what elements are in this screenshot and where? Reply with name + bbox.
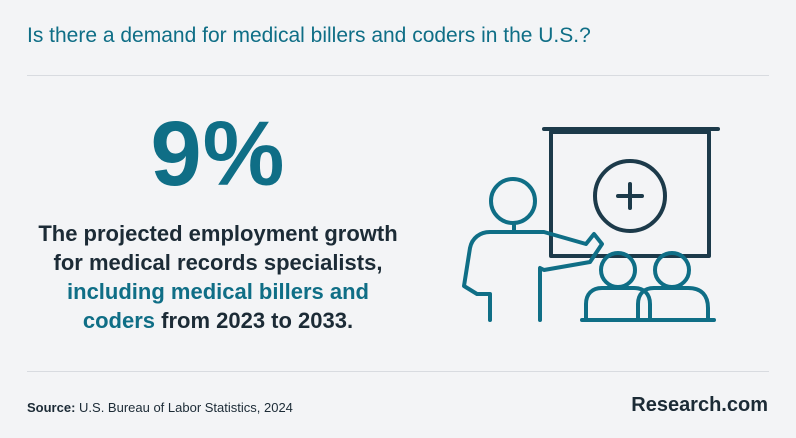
stat-value: 9% [150, 103, 286, 205]
stat-line-4: coders from 2023 to 2033. [0, 306, 436, 335]
stat-description: The projected employment growth for medi… [0, 219, 436, 335]
audience-body-left [584, 286, 652, 322]
stat-line-2: for medical records specialists, [53, 250, 383, 275]
stat-line-4-rest: from 2023 to 2033. [155, 308, 354, 333]
plus-circle [593, 159, 667, 233]
presenter-body [462, 230, 604, 322]
source-text: U.S. Bureau of Labor Statistics, 2024 [75, 400, 293, 415]
brand-logo[interactable]: Research.com [631, 394, 768, 416]
audience-head-right [653, 251, 691, 289]
bottom-divider [27, 371, 769, 372]
stat-line-1: The projected employment growth [38, 221, 398, 246]
source-label: Source: [27, 400, 76, 415]
stat-line-4-highlight: coders [82, 308, 156, 333]
presentation-medical-icon [462, 127, 720, 322]
audience-body-right [636, 286, 710, 322]
audience-head-left [599, 251, 637, 289]
source-note: Source: U.S. Bureau of Labor Statistics,… [27, 400, 293, 415]
page-title: Is there a demand for medical billers an… [27, 24, 591, 47]
presenter-head [489, 177, 537, 225]
top-divider [27, 75, 769, 76]
stat-line-3: including medical billers and [67, 279, 369, 304]
